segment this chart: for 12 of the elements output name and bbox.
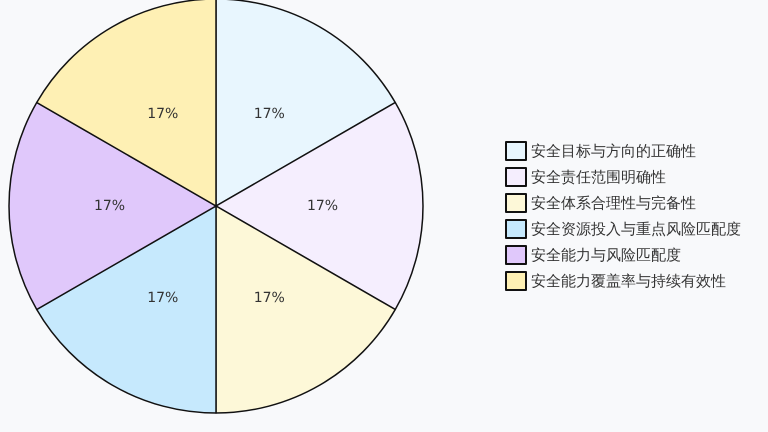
legend-label: 安全能力与风险匹配度 bbox=[531, 246, 681, 264]
legend-label: 安全资源投入与重点风险匹配度 bbox=[531, 220, 741, 238]
legend-label: 安全责任范围明确性 bbox=[531, 168, 666, 186]
legend-label: 安全能力覆盖率与持续有效性 bbox=[531, 272, 726, 290]
data-label: 17% bbox=[147, 106, 178, 122]
data-label: 17% bbox=[254, 290, 285, 306]
legend-label: 安全体系合理性与完备性 bbox=[531, 194, 696, 212]
data-label: 17% bbox=[254, 106, 285, 122]
legend-label: 安全目标与方向的正确性 bbox=[531, 142, 696, 160]
data-label: 17% bbox=[94, 198, 126, 214]
data-label: 17% bbox=[147, 290, 178, 306]
data-label: 17% bbox=[306, 198, 338, 214]
